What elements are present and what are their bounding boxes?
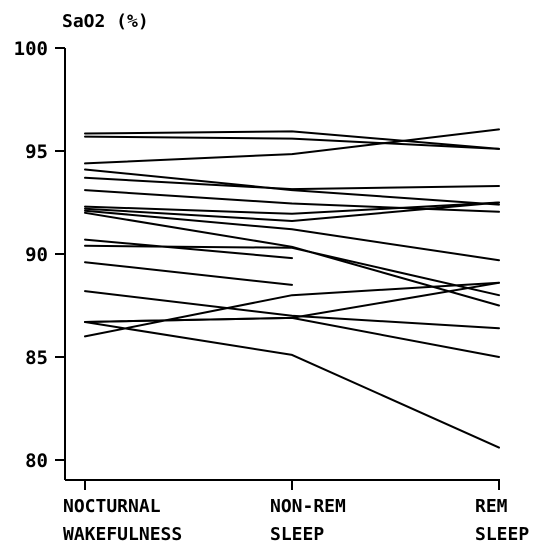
y-tick-label: 95	[25, 141, 48, 163]
y-ticks: 80 85 90 95 100	[14, 38, 65, 472]
x-label-nonrem-line2: SLEEP	[270, 524, 324, 543]
series-line-10	[84, 211, 500, 307]
series-line-1	[84, 130, 500, 150]
y-tick-label: 90	[25, 244, 48, 266]
series-line-14	[84, 290, 500, 330]
x-label-nocturnal-line1: NOCTURNAL	[63, 496, 161, 517]
series-line-17	[84, 321, 500, 449]
series-line-8	[84, 201, 500, 222]
series-line-5	[84, 176, 500, 191]
series-line-13	[84, 261, 293, 286]
x-label-rem-line2: SLEEP	[475, 524, 529, 543]
series-line-2	[84, 135, 500, 150]
x-label-nonrem-line1: NON-REM	[270, 496, 346, 517]
series-line-3	[84, 128, 500, 165]
series-line-7	[84, 201, 500, 215]
x-label-nocturnal-line2: WAKEFULNESS	[63, 524, 182, 543]
y-tick-label: 85	[25, 347, 48, 369]
y-axis-title: SaO2 (%)	[62, 11, 149, 32]
series-line-11	[84, 238, 293, 260]
x-label-rem-line1: REM	[475, 496, 508, 517]
series-group	[84, 128, 500, 449]
series-line-18	[84, 316, 500, 358]
series-line-12	[84, 244, 500, 297]
series-line-16	[84, 281, 500, 338]
series-line-9	[84, 209, 500, 262]
y-tick-label: 80	[25, 450, 48, 472]
y-tick-label: 100	[14, 38, 48, 60]
